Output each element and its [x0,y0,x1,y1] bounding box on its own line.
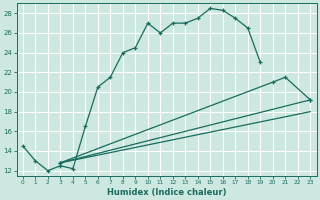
X-axis label: Humidex (Indice chaleur): Humidex (Indice chaleur) [107,188,226,197]
